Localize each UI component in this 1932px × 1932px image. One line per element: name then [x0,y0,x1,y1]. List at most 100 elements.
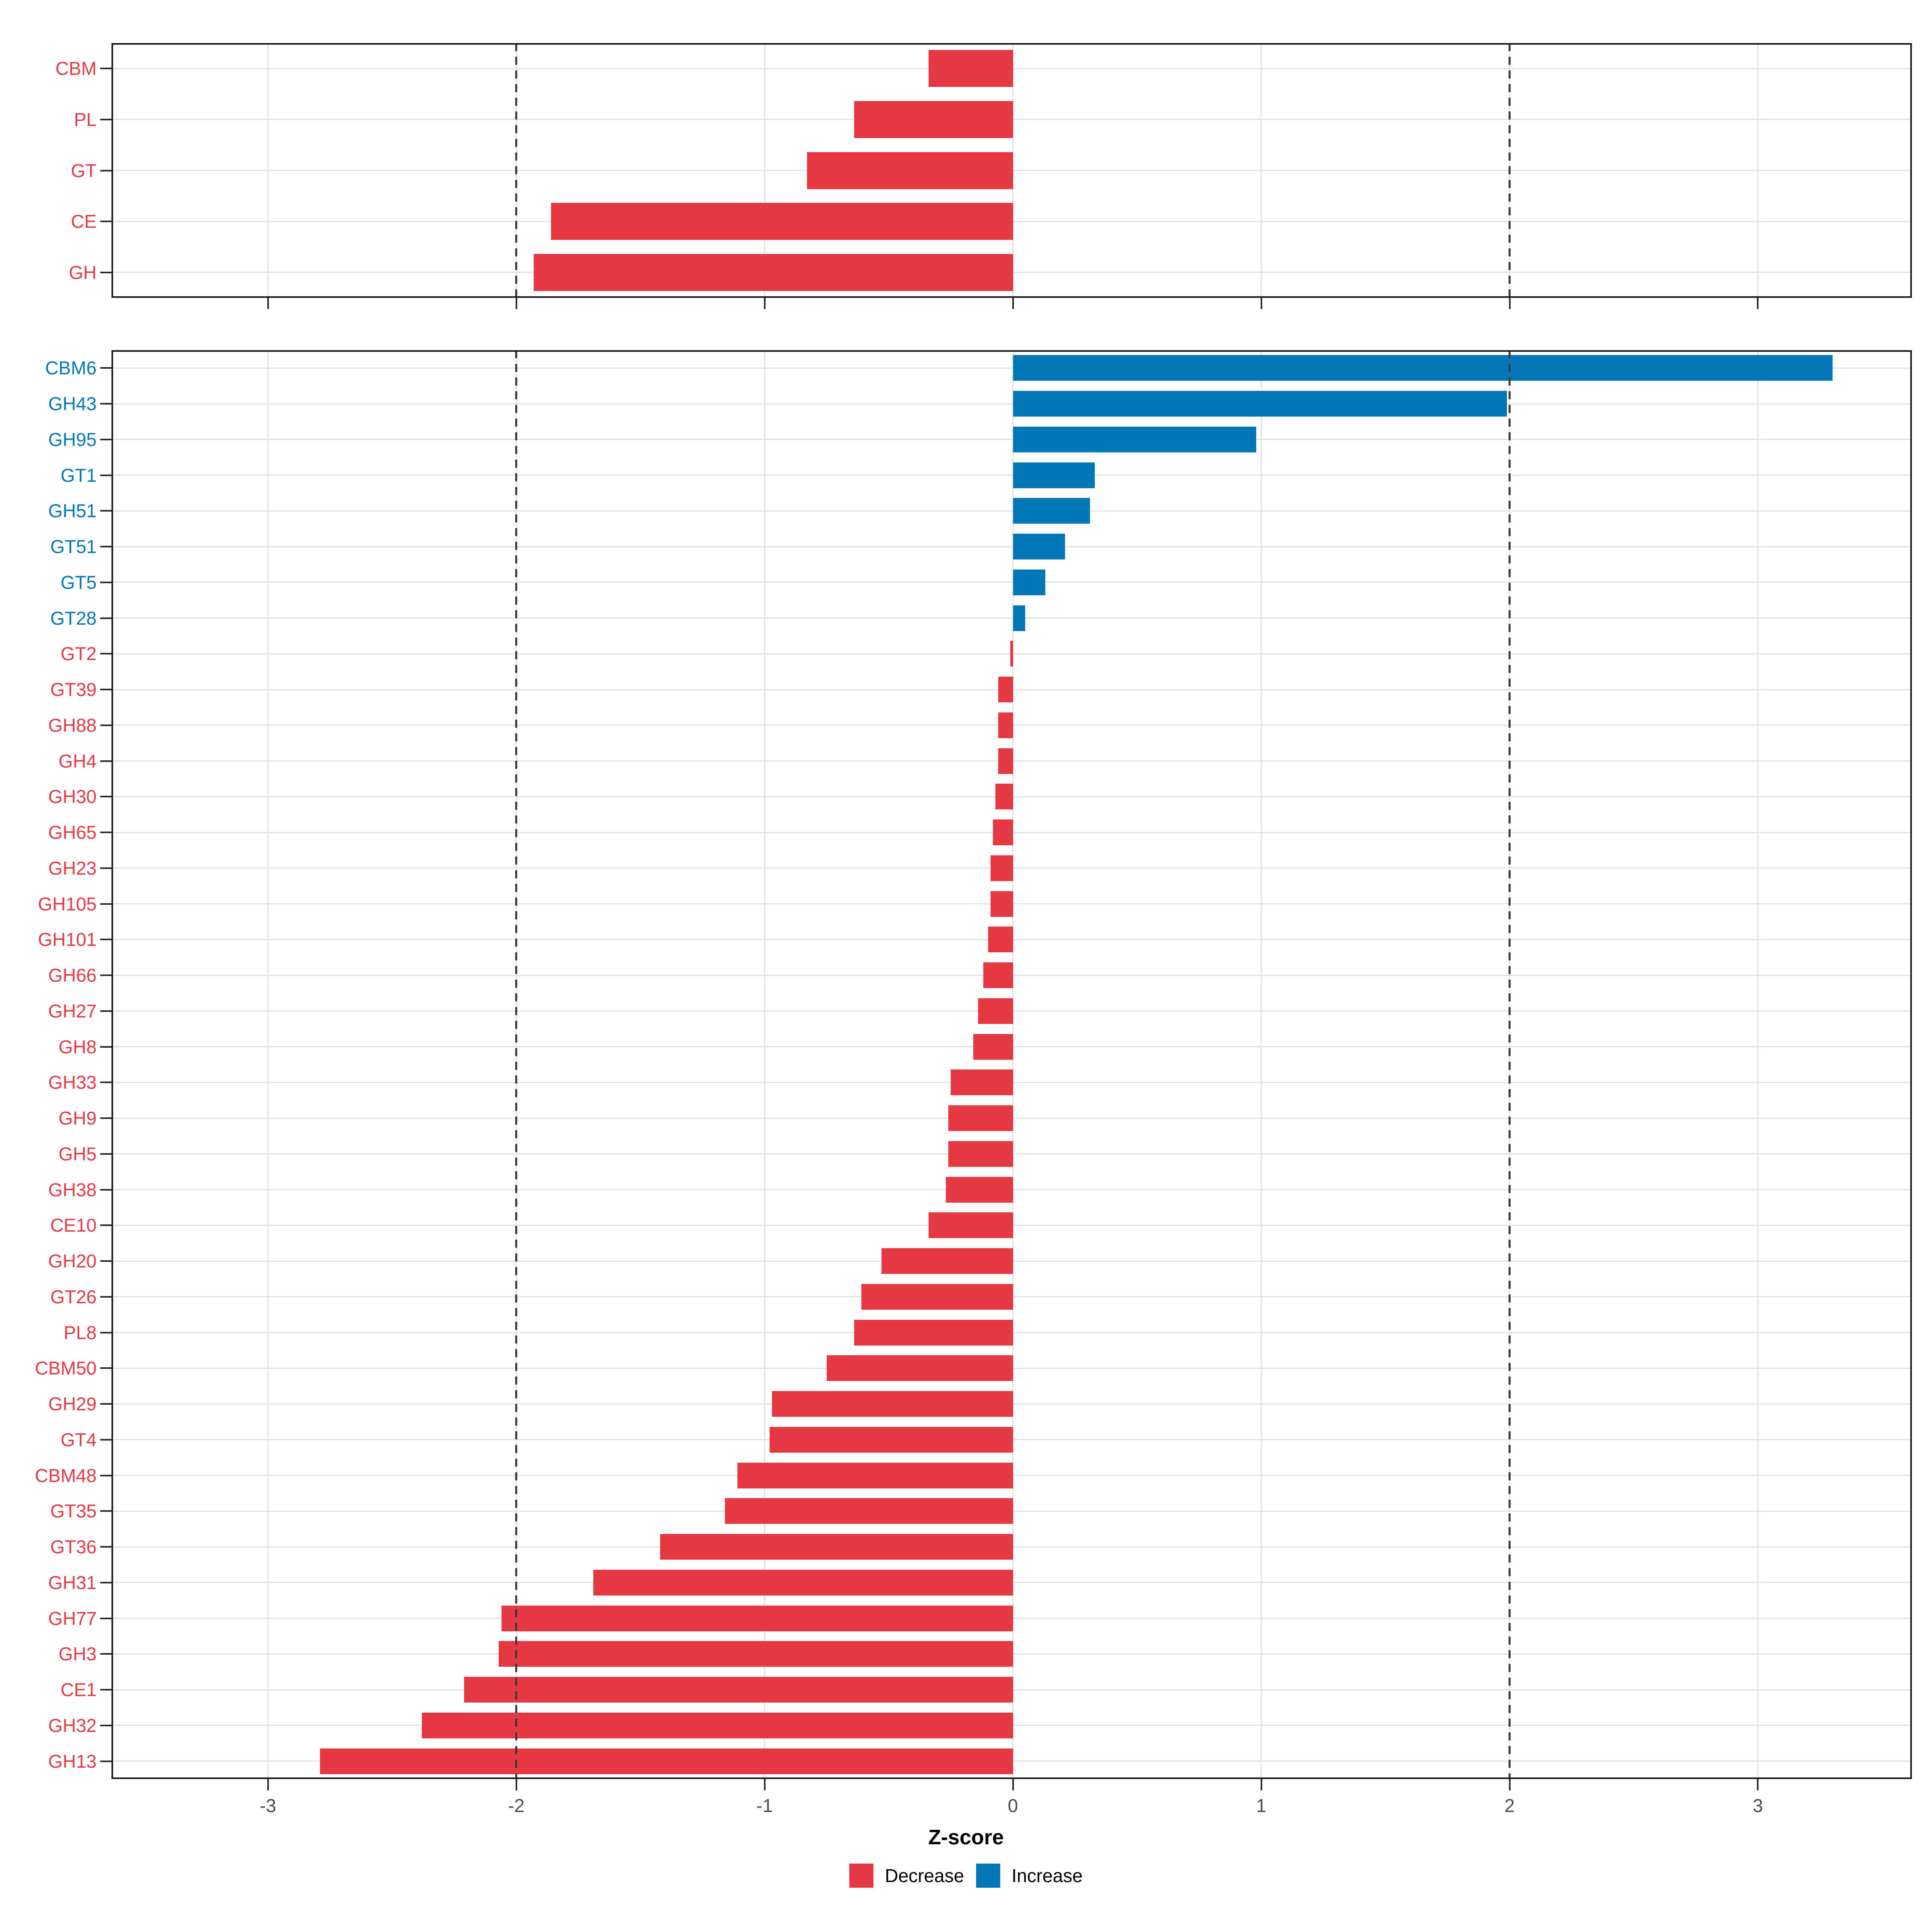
bar-PL8 [854,1319,1013,1346]
category-label-GH33: GH33 [48,1072,97,1093]
y-axis-tick [100,169,111,171]
y-axis-tick [100,1403,111,1405]
category-label-GT4: GT4 [60,1429,97,1450]
category-label-GT5: GT5 [60,572,97,593]
bottom-panel [111,350,1912,1779]
gridline [267,350,269,1779]
category-label-GH: GH [69,262,97,283]
category-label-GH43: GH43 [48,393,97,415]
y-axis-tick [100,1046,111,1048]
x-axis-tick [1757,1779,1759,1790]
x-tick-label: -3 [260,1795,277,1816]
category-label-GH5: GH5 [58,1143,97,1164]
x-tick-label: 1 [1256,1795,1267,1816]
bar-CE [551,203,1013,240]
bar-GH4 [998,748,1013,774]
bar-GT26 [861,1284,1013,1310]
bar-GH9 [948,1105,1013,1131]
category-label-GH3: GH3 [58,1643,97,1665]
legend-item-increase: Increase [976,1864,1083,1888]
category-label-GH105: GH105 [38,893,97,914]
legend: Decrease Increase [0,1864,1932,1888]
category-label-GT2: GT2 [60,643,97,665]
category-label-GT39: GT39 [50,679,97,700]
x-axis-tick [764,1779,766,1790]
legend-swatch-increase [976,1864,1001,1888]
bar-GH27 [978,998,1013,1024]
y-axis-tick [100,1224,111,1226]
gridline [111,617,1912,619]
y-axis-tick [100,1439,111,1441]
category-label-GH8: GH8 [58,1036,97,1057]
category-label-GH20: GH20 [48,1251,97,1272]
category-label-GH31: GH31 [48,1572,97,1593]
bar-GH20 [881,1248,1013,1274]
bar-CBM6 [1013,355,1833,381]
y-axis-tick [100,1760,111,1762]
bar-GT4 [769,1426,1013,1453]
bar-PL [854,101,1013,138]
y-axis-tick [100,867,111,869]
bar-GT35 [724,1498,1013,1524]
x-axis-tick [267,1779,269,1790]
category-label-CBM48: CBM48 [35,1465,97,1486]
x-axis-tick [1012,1779,1014,1790]
x-axis-tick [1757,298,1759,309]
bar-CBM50 [826,1355,1013,1381]
category-label-GH65: GH65 [48,822,97,843]
bar-GH105 [991,891,1013,917]
bar-GH32 [422,1712,1013,1738]
category-label-GT26: GT26 [50,1286,97,1307]
x-tick-label: 2 [1504,1795,1515,1816]
category-label-GT: GT [71,160,97,181]
y-axis-tick [100,760,111,762]
category-label-GT1: GT1 [60,464,97,486]
y-axis-tick [100,1617,111,1619]
y-axis-tick [100,796,111,798]
y-axis-tick [100,1010,111,1012]
bar-CE10 [928,1212,1013,1238]
gridline [111,475,1912,476]
bar-GT51 [1013,534,1065,560]
y-axis-tick [100,1724,111,1726]
bar-GH31 [593,1569,1013,1596]
bar-GT28 [1013,605,1026,631]
dashed-reference-line [1509,350,1511,1779]
category-label-GH30: GH30 [48,786,97,807]
category-label-GH51: GH51 [48,500,97,522]
x-axis-tick [764,298,766,309]
y-axis-tick [100,403,111,405]
y-axis-tick [100,367,111,369]
x-tick-label: -1 [756,1795,773,1816]
x-axis-tick [267,298,269,309]
category-label-CE10: CE10 [50,1215,97,1236]
bar-GH77 [501,1605,1013,1631]
gridline [111,439,1912,440]
bar-CBM48 [737,1462,1013,1488]
gridline [111,367,1912,369]
y-axis-tick [100,118,111,120]
y-axis-tick [100,1331,111,1333]
gridline [1757,350,1759,1779]
y-axis-tick [100,1117,111,1119]
x-axis-tick [1260,1779,1262,1790]
category-label-GH23: GH23 [48,857,97,879]
x-axis-tick [1509,298,1511,309]
gridline [1012,350,1014,1779]
bar-GH23 [991,855,1013,881]
gridline [764,350,766,1779]
dashed-reference-line [1509,43,1511,298]
y-axis-tick [100,1510,111,1512]
legend-label: Decrease [885,1865,964,1886]
category-label-CBM6: CBM6 [45,357,97,379]
category-label-GH13: GH13 [48,1750,97,1772]
y-axis-tick [100,974,111,976]
bar-GT2 [1010,641,1013,667]
category-label-GH77: GH77 [48,1608,97,1629]
bar-GH29 [772,1391,1013,1417]
bar-GH51 [1013,498,1090,524]
category-label-GT28: GT28 [50,607,97,629]
gridline [1261,350,1262,1779]
legend-item-decrease: Decrease [849,1864,964,1888]
